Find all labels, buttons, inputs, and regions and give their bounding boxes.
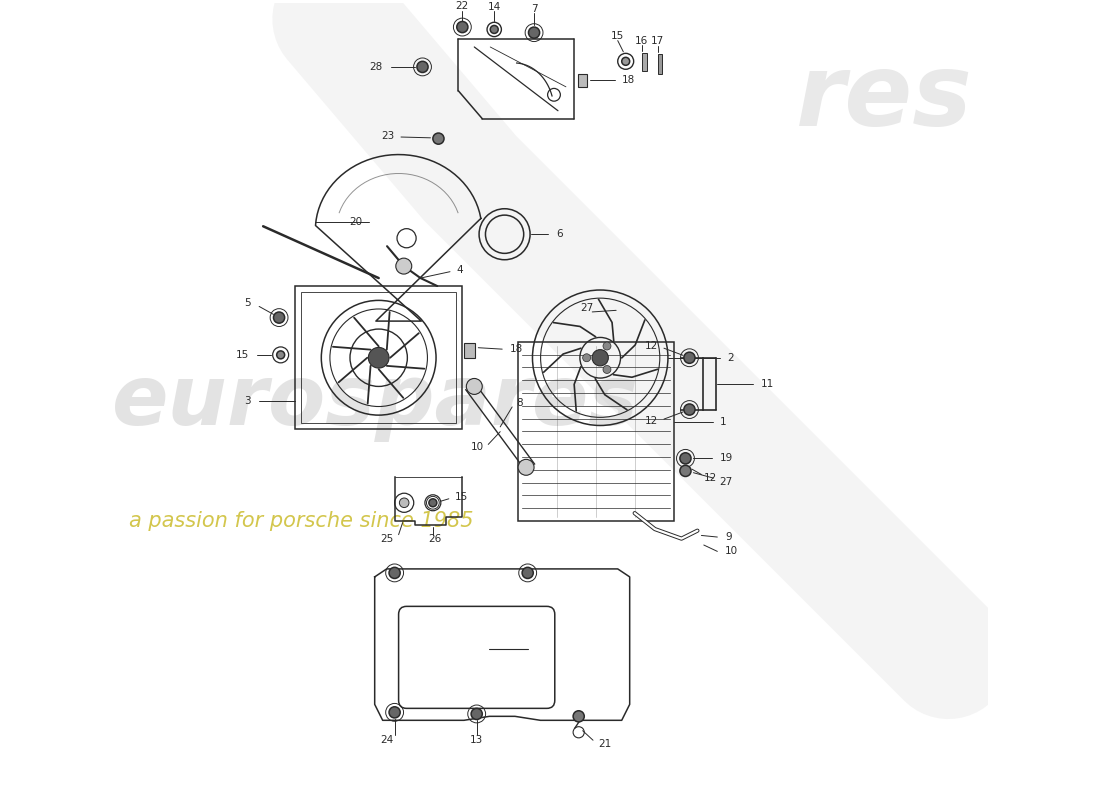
Circle shape [389, 567, 400, 578]
Text: 28: 28 [370, 62, 383, 72]
Bar [518, 342, 673, 521]
Text: 15: 15 [612, 31, 625, 41]
Circle shape [277, 351, 285, 359]
Circle shape [684, 352, 695, 363]
Text: 4: 4 [456, 265, 463, 275]
Text: 12: 12 [704, 473, 717, 483]
Circle shape [684, 404, 695, 415]
Circle shape [518, 459, 535, 475]
Text: 10: 10 [725, 546, 738, 556]
Circle shape [522, 567, 534, 578]
Circle shape [680, 466, 691, 477]
Text: 19: 19 [719, 454, 733, 463]
Circle shape [429, 498, 437, 506]
Text: 26: 26 [428, 534, 441, 545]
Circle shape [417, 62, 428, 73]
Text: 20: 20 [350, 218, 363, 227]
Circle shape [433, 133, 444, 144]
Text: 15: 15 [454, 492, 467, 502]
Text: 1: 1 [719, 418, 726, 427]
Circle shape [528, 27, 540, 38]
Text: 16: 16 [635, 36, 648, 46]
Circle shape [621, 58, 629, 66]
Circle shape [389, 706, 400, 718]
Bar [578, 74, 587, 87]
Text: 27: 27 [719, 477, 733, 486]
Text: eurospares: eurospares [112, 361, 639, 442]
Circle shape [583, 354, 591, 362]
Circle shape [396, 258, 411, 274]
Text: 22: 22 [455, 1, 469, 10]
Text: 5: 5 [244, 298, 251, 308]
Text: a passion for porsche since 1985: a passion for porsche since 1985 [130, 511, 474, 531]
Circle shape [592, 350, 608, 366]
Text: 3: 3 [244, 396, 251, 406]
Text: 25: 25 [379, 534, 394, 545]
Text: 15: 15 [235, 350, 249, 360]
Bar [464, 343, 475, 358]
Circle shape [603, 342, 611, 350]
Circle shape [368, 347, 389, 368]
Circle shape [680, 453, 691, 464]
Circle shape [491, 26, 498, 34]
Circle shape [399, 498, 409, 507]
Bar [658, 54, 662, 74]
Text: 6: 6 [557, 230, 563, 239]
Text: 12: 12 [645, 341, 658, 350]
Circle shape [573, 710, 584, 722]
Text: 7: 7 [531, 4, 538, 14]
Text: 24: 24 [379, 735, 394, 746]
Bar [641, 54, 647, 71]
Text: 18: 18 [510, 344, 524, 354]
Circle shape [471, 708, 482, 719]
Text: 11: 11 [761, 378, 774, 389]
Text: 17: 17 [651, 36, 664, 46]
Circle shape [603, 366, 611, 374]
Bar [301, 293, 456, 423]
Circle shape [274, 312, 285, 323]
Circle shape [456, 22, 468, 33]
Text: 23: 23 [382, 131, 395, 142]
Text: 8: 8 [516, 398, 522, 408]
Text: 13: 13 [470, 735, 483, 746]
Text: res: res [795, 50, 972, 147]
Text: 27: 27 [581, 303, 594, 313]
Bar [295, 286, 462, 430]
Text: 10: 10 [471, 442, 484, 452]
Text: 2: 2 [728, 353, 735, 362]
Text: 18: 18 [621, 75, 635, 86]
Text: 9: 9 [725, 532, 732, 542]
Text: 12: 12 [645, 417, 658, 426]
Circle shape [466, 378, 482, 394]
Text: 21: 21 [598, 739, 612, 750]
Text: 14: 14 [487, 2, 500, 12]
